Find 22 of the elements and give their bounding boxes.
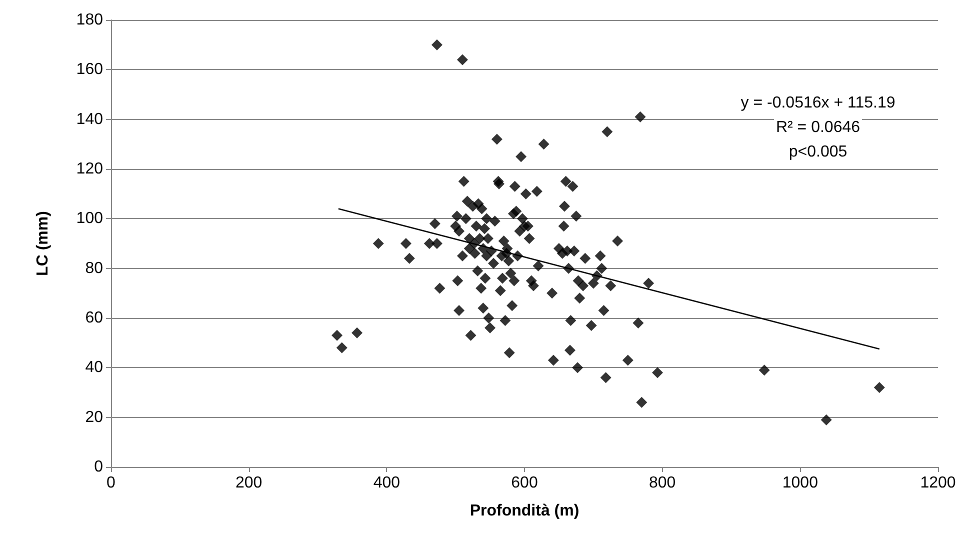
y-tick-label: 0 — [94, 458, 104, 476]
x-axis-title: Profondità (m) — [470, 502, 580, 520]
x-tick-label: 200 — [235, 474, 262, 492]
y-tick-label: 120 — [76, 160, 104, 178]
x-tick-label: 800 — [648, 474, 676, 492]
x-tick-label: 400 — [373, 474, 400, 492]
annotation: p<0.005 — [788, 144, 848, 160]
y-tick-label: 160 — [76, 61, 104, 78]
y-tick-label: 40 — [85, 359, 104, 376]
x-tick-label: 1200 — [920, 474, 956, 492]
y-tick-label: 180 — [76, 12, 104, 28]
y-tick-label: 80 — [85, 260, 104, 277]
y-tick-label: 20 — [85, 408, 104, 426]
annotation: R² = 0.0646 — [776, 119, 860, 136]
annotation: y = -0.0516x + 115.19 — [740, 94, 896, 112]
y-tick-label: 60 — [85, 310, 104, 326]
x-tick-label: 1000 — [782, 474, 818, 492]
y-axis-title: LC (mm) — [34, 211, 52, 276]
y-tick-label: 140 — [76, 110, 104, 128]
y-tick-label: 100 — [76, 210, 104, 228]
x-tick-label: 600 — [511, 474, 538, 492]
x-tick-label: 0 — [106, 474, 116, 492]
